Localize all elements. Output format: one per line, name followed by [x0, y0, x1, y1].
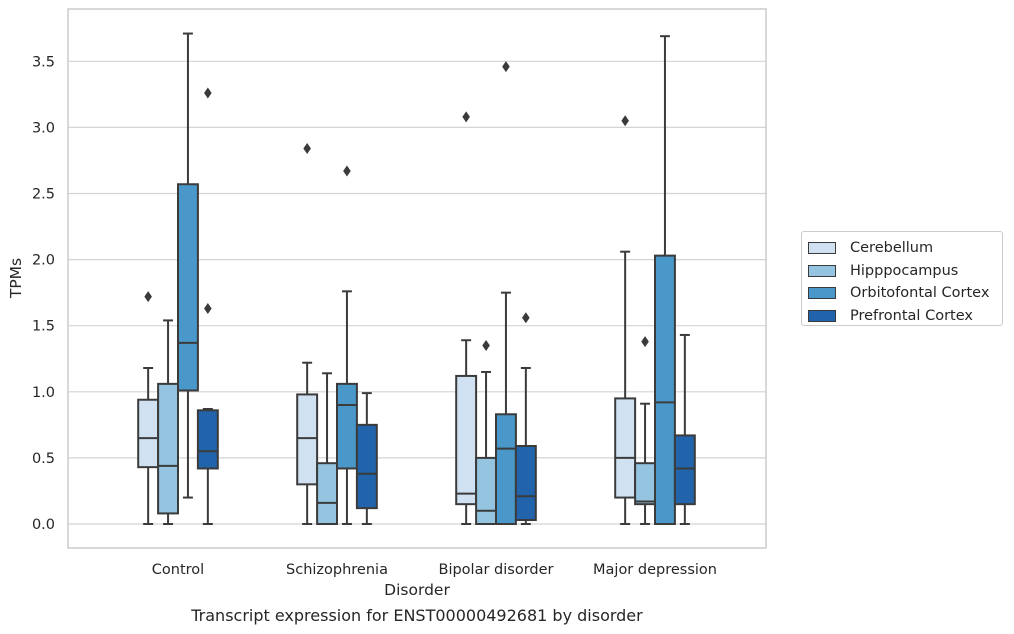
y-tick-labels: 0.0 0.5 1.0 1.5 2.0 2.5 3.0 3.5	[32, 54, 55, 533]
y-tick-label: 1.5	[32, 319, 55, 335]
outlier-point	[522, 312, 530, 324]
box-iqr	[654, 254, 676, 525]
box-iqr	[495, 413, 517, 525]
y-tick-label: 2.5	[32, 187, 55, 203]
box-iqr	[355, 423, 378, 510]
y-tick-label: 0.5	[32, 451, 55, 467]
plot-area-frame	[67, 8, 767, 549]
box-iqr	[614, 397, 637, 499]
outlier-point	[144, 291, 152, 303]
outlier-point	[621, 115, 629, 127]
box-iqr	[673, 434, 696, 506]
box-iqr	[475, 456, 498, 525]
box-orbitofontal-cortex	[177, 32, 199, 499]
x-tick-label: Bipolar disorder	[439, 562, 554, 578]
legend-item: Cerebellum	[808, 237, 1002, 260]
legend-item: Prefrontal Cortex	[808, 305, 1002, 328]
legend-label: Prefrontal Cortex	[850, 307, 973, 324]
box-iqr	[157, 382, 180, 515]
outlier-point	[204, 303, 212, 315]
outlier-point	[204, 87, 212, 99]
legend: Cerebellum Hipppocampus Orbitofontal Corte…	[801, 231, 1003, 326]
y-tick-label: 3.0	[32, 120, 55, 136]
box-iqr	[296, 393, 319, 486]
box-prefrontal-cortex	[673, 333, 696, 525]
box-iqr	[336, 382, 358, 470]
box-cerebellum	[455, 111, 478, 525]
x-tick-label: Major depression	[593, 562, 717, 578]
y-tick-label: 2.0	[32, 253, 55, 269]
box-orbitofontal-cortex	[495, 61, 517, 525]
legend-label: Hipppocampus	[850, 262, 959, 279]
x-tick-label: Control	[152, 562, 204, 578]
y-tick-label: 1.0	[32, 385, 55, 401]
legend-swatch	[808, 287, 836, 300]
outlier-point	[462, 111, 470, 123]
box-iqr	[455, 374, 478, 506]
box-hipppocampus	[475, 340, 498, 525]
box-orbitofontal-cortex	[336, 165, 358, 525]
legend-label: Orbitofontal Cortex	[850, 285, 990, 302]
outlier-point	[502, 61, 510, 73]
legend-swatch	[808, 242, 836, 255]
legend-swatch	[808, 264, 836, 277]
x-tick-label: Schizophrenia	[286, 562, 388, 578]
box-prefrontal-cortex	[514, 312, 537, 525]
box-hipppocampus	[634, 336, 656, 525]
box-iqr	[514, 445, 537, 522]
legend-label: Cerebellum	[850, 240, 934, 257]
box-prefrontal-cortex	[196, 87, 219, 525]
y-axis-label: TPMs	[7, 258, 25, 299]
x-axis-label: Disorder	[384, 581, 450, 599]
outlier-point	[641, 336, 649, 348]
legend-item: Hipppocampus	[808, 260, 1002, 283]
legend-item: Orbitofontal Cortex	[808, 282, 1002, 305]
box-cerebellum	[296, 143, 319, 525]
box-cerebellum	[614, 115, 637, 525]
outlier-point	[303, 143, 311, 155]
box-cerebellum	[137, 291, 160, 525]
box-iqr	[634, 462, 656, 506]
box-hipppocampus	[316, 372, 339, 525]
y-tick-label: 0.0	[32, 517, 55, 533]
outlier-point	[482, 340, 490, 352]
outlier-point	[343, 165, 351, 177]
box-iqr	[316, 462, 339, 525]
box-iqr	[196, 409, 219, 470]
box-layer	[137, 32, 696, 525]
box-hipppocampus	[157, 319, 180, 525]
box-iqr	[137, 398, 160, 469]
x-tick-labels: Control Schizophrenia Bipolar disorder Majo…	[152, 562, 717, 578]
y-tick-label: 3.5	[32, 54, 55, 70]
box-iqr	[177, 183, 199, 392]
box-orbitofontal-cortex	[654, 35, 676, 525]
box-prefrontal-cortex	[355, 392, 378, 525]
legend-swatch	[808, 309, 836, 322]
figure-caption: Transcript expression for ENST0000049268…	[191, 606, 643, 625]
